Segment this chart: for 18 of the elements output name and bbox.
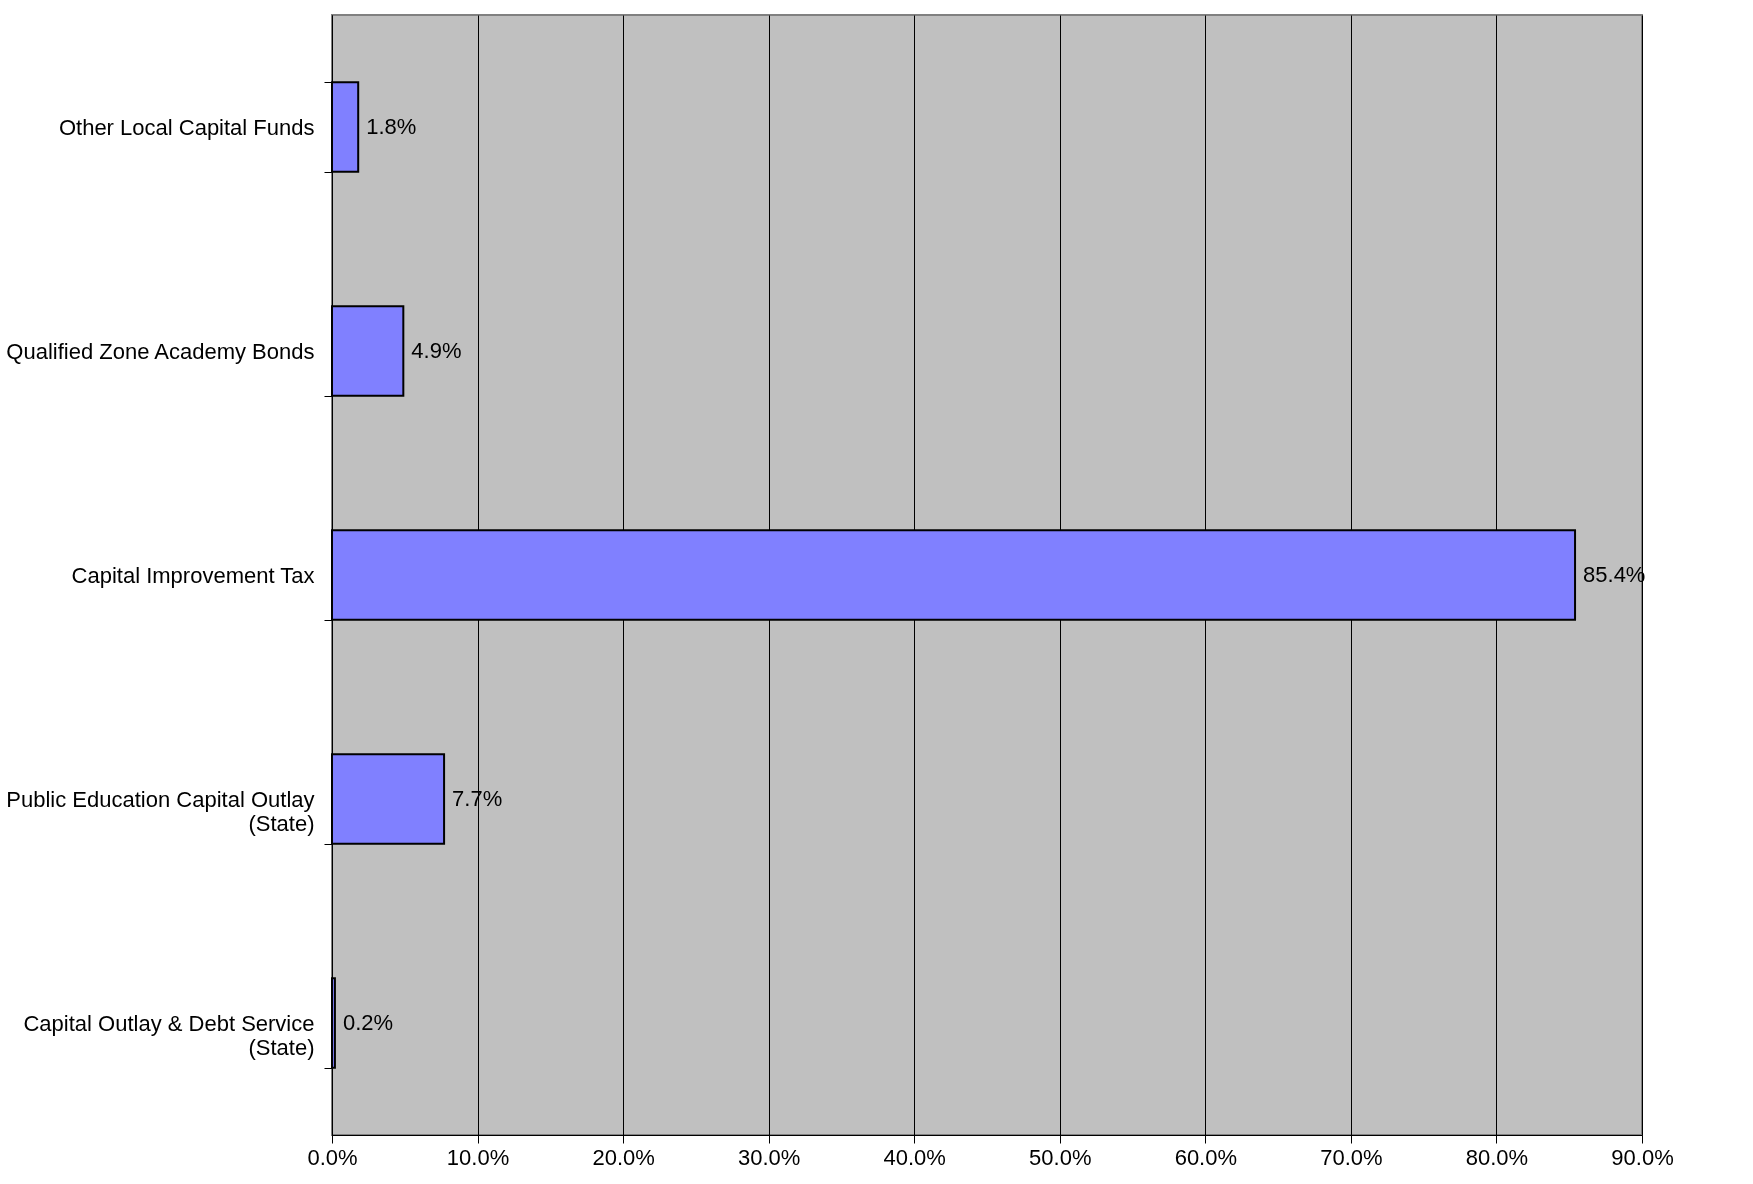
y-tick-label: Capital Outlay & Debt Service (State) (23, 1010, 315, 1060)
y-tick-label: Public Education Capital Outlay (State) (6, 786, 315, 836)
y-tick-label: Other Local Capital Funds (58, 114, 315, 140)
data-label: 0.2% (342, 1010, 394, 1035)
data-label: 4.9% (411, 338, 462, 363)
x-tick-label: 60.0% (1174, 1144, 1238, 1170)
data-label: 1.8% (366, 114, 417, 139)
x-tick-label: 80.0% (1465, 1144, 1529, 1170)
x-tick-label: 10.0% (446, 1144, 510, 1170)
x-tick-label: 0.0% (307, 1144, 358, 1170)
y-tick-label: Qualified Zone Academy Bonds (6, 338, 315, 364)
x-tick-label: 30.0% (737, 1144, 801, 1170)
x-tick-label: 20.0% (592, 1144, 655, 1170)
x-tick-label: 40.0% (883, 1144, 946, 1170)
y-tick-label: Capital Improvement Tax (71, 562, 315, 588)
x-tick-label: 90.0% (1611, 1144, 1674, 1170)
x-tick-label: 70.0% (1320, 1144, 1383, 1170)
x-tick-label: 50.0% (1029, 1144, 1092, 1170)
